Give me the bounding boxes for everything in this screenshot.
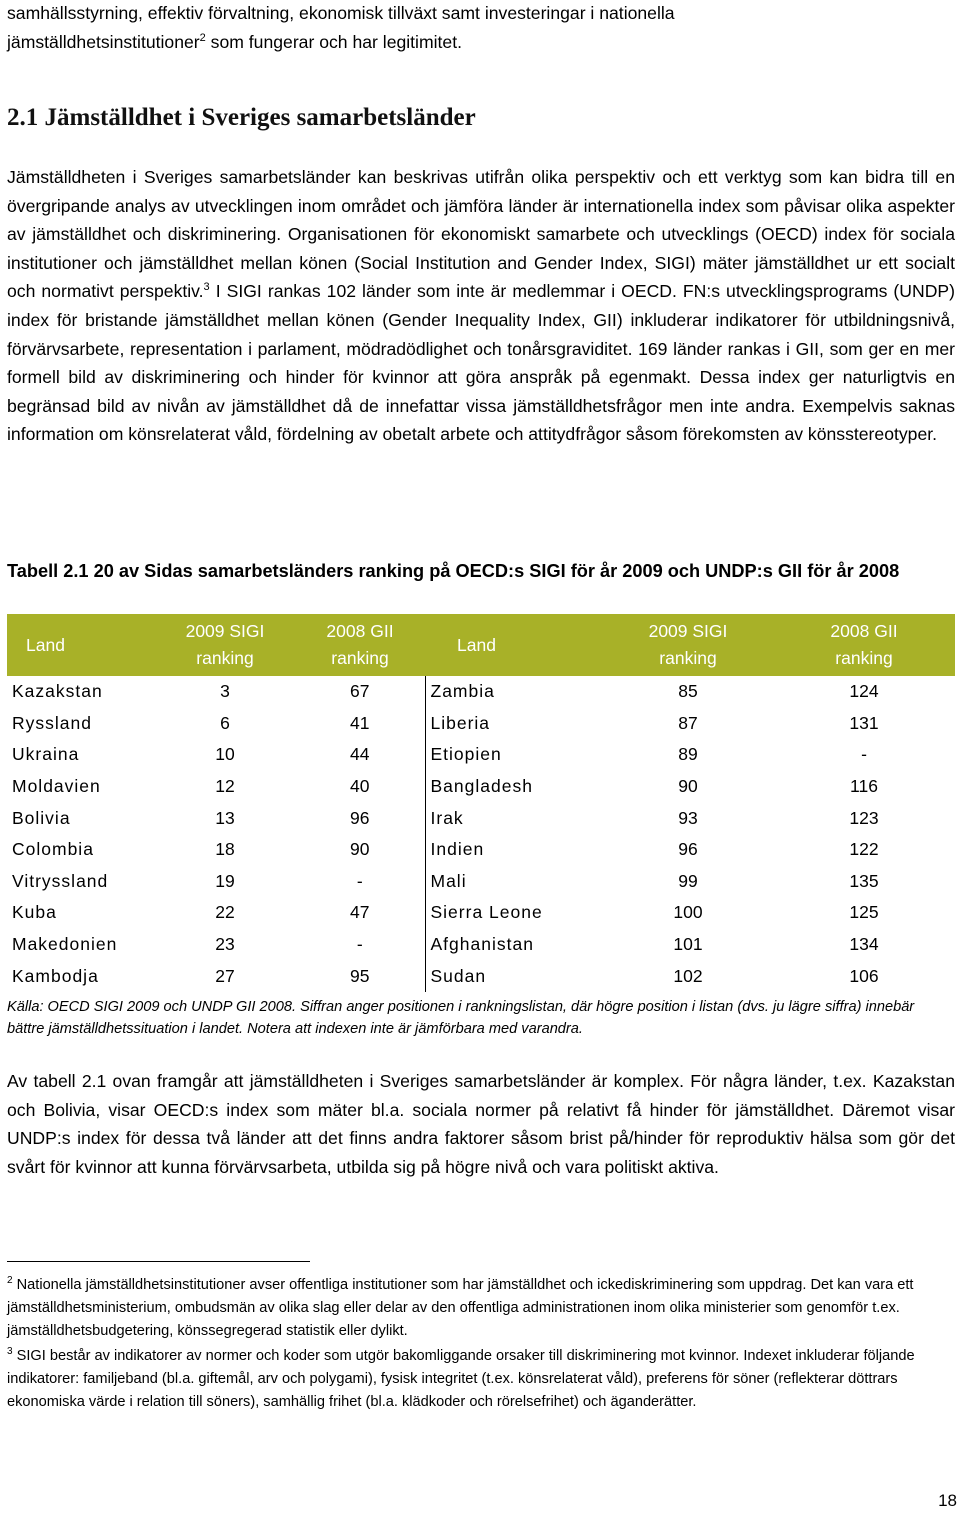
gii-left-cell: 47	[350, 902, 370, 923]
sigi-right-cell: 101	[673, 934, 703, 955]
sigi-left-cell: 3	[220, 681, 230, 702]
table-row: Ryssland 6 41 Liberia 87 131	[7, 707, 955, 740]
header-sigi-right: 2009 SIGI ranking	[603, 614, 773, 676]
body-paragraph-2: Av tabell 2.1 ovan framgår att jämställd…	[7, 1071, 955, 1177]
footnote-3: 3 SIGI består av indikatorer av normer o…	[7, 1346, 915, 1411]
sigi-left-cell: 23	[215, 934, 235, 955]
gii-right-cell: 124	[849, 681, 879, 702]
sigi-right-cell: 90	[678, 776, 698, 797]
gii-left-cell: -	[356, 870, 363, 891]
sigi-left-cell: 22	[215, 902, 235, 923]
gii-right-cell: 135	[849, 870, 879, 891]
sigi-left-cell: 18	[215, 839, 235, 860]
gii-right-cell: 116	[850, 776, 878, 797]
gii-right-cell: 134	[849, 934, 879, 955]
header-land-right: Land	[425, 614, 603, 676]
gii-left-cell: 90	[350, 839, 370, 860]
country-left-cell: Kuba	[12, 902, 57, 923]
gii-right-cell: 106	[849, 965, 879, 986]
country-left-cell: Ukraina	[12, 744, 80, 765]
sigi-right-cell: 99	[678, 870, 698, 891]
footnote-ref-3[interactable]: 3	[203, 281, 210, 294]
country-left-cell: Colombia	[12, 839, 94, 860]
page-number: 18	[938, 1491, 957, 1510]
sigi-right-cell: 85	[678, 681, 698, 702]
header-land-left: Land	[7, 614, 155, 676]
table-row: Kuba 22 47 Sierra Leone 100 125	[7, 897, 955, 929]
sigi-right-cell: 87	[678, 712, 698, 733]
sigi-left-cell: 10	[215, 744, 235, 765]
gii-right-cell: 122	[849, 839, 879, 860]
table-header-row: Land 2009 SIGI ranking 2008 GII ranking La…	[7, 614, 955, 676]
gii-right-cell: 123	[849, 807, 879, 828]
body1-text-a: Jämställdheten i Sveriges samarbetslände…	[7, 167, 955, 302]
table-row: Kambodja 27 95 Sudan 102 106	[7, 960, 955, 992]
country-left-cell: Bolivia	[12, 807, 71, 828]
country-right-cell: Indien	[424, 833, 603, 866]
table-row: Bolivia 13 96 Irak 93 123	[7, 802, 955, 834]
country-left-cell: Moldavien	[12, 776, 101, 797]
footnote-ref-2[interactable]: 2	[199, 31, 206, 44]
section-heading: 2.1 Jämställdhet i Sveriges samarbetslän…	[7, 104, 476, 131]
gii-left-cell: 67	[350, 681, 370, 702]
table-row: Colombia 18 90 Indien 96 122	[7, 833, 955, 866]
country-right-cell: Etiopien	[424, 739, 603, 771]
intro-line2a: jämställdhetsinstitutioner	[7, 31, 200, 52]
body1-text-b: I SIGI rankas 102 länder som inte är med…	[7, 281, 955, 445]
table-row: Moldavien 12 40 Bangladesh 90 116	[7, 770, 955, 803]
sigi-left-cell: 6	[220, 712, 230, 733]
footnote-2: 2 Nationella jämställdhetsinstitutioner …	[7, 1275, 914, 1340]
gii-right-cell: 125	[849, 902, 879, 923]
sigi-right-cell: 102	[673, 965, 703, 986]
sigi-right-cell: 96	[678, 839, 698, 860]
country-right-cell: Liberia	[424, 707, 603, 740]
header-gii-right: 2008 GII ranking	[773, 614, 955, 676]
gii-right-cell: 131	[849, 712, 879, 733]
footnote-separator	[7, 1261, 310, 1262]
header-gii-left: 2008 GII ranking	[295, 614, 425, 676]
body-paragraph-1: Jämställdheten i Sveriges samarbetslände…	[7, 163, 955, 449]
country-right-cell: Afghanistan	[424, 928, 603, 961]
country-left-cell: Makedonien	[12, 934, 118, 955]
table-caption: Tabell 2.1 20 av Sidas samarbetsländers …	[7, 561, 900, 581]
country-right-cell: Irak	[424, 802, 603, 834]
gii-left-cell: 95	[350, 965, 370, 986]
table-row: Kazakstan 3 67 Zambia 85 124	[7, 676, 955, 708]
ranking-table: Land 2009 SIGI ranking 2008 GII ranking La…	[7, 614, 955, 992]
sigi-right-cell: 100	[673, 902, 703, 923]
country-right-cell: Bangladesh	[424, 770, 603, 803]
header-sigi-left: 2009 SIGI ranking	[155, 614, 295, 676]
gii-left-cell: 40	[350, 776, 370, 797]
sigi-left-cell: 19	[215, 870, 235, 891]
country-right-cell: Sudan	[424, 960, 603, 992]
intro-line2b: som fungerar och har legitimitet.	[205, 31, 462, 52]
sigi-right-cell: 93	[678, 807, 698, 828]
intro-paragraph: samhällsstyrning, effektiv förvaltning, …	[7, 0, 955, 56]
country-left-cell: Kambodja	[12, 965, 99, 986]
table-source-note: Källa: OECD SIGI 2009 och UNDP GII 2008.…	[7, 999, 915, 1037]
country-left-cell: Kazakstan	[12, 681, 103, 702]
gii-left-cell: 44	[350, 744, 370, 765]
sigi-left-cell: 13	[215, 807, 235, 828]
gii-left-cell: -	[356, 934, 363, 955]
country-right-cell: Sierra Leone	[424, 897, 603, 929]
country-left-cell: Vitryssland	[12, 870, 109, 891]
sigi-right-cell: 89	[678, 744, 698, 765]
table-row: Makedonien 23 - Afghanistan 101 134	[7, 928, 955, 961]
table-row: Vitryssland 19 - Mali 99 135	[7, 865, 955, 898]
table-row: Ukraina 10 44 Etiopien 89 -	[7, 739, 955, 771]
gii-right-cell: -	[861, 744, 867, 765]
country-left-cell: Ryssland	[12, 712, 92, 733]
sigi-left-cell: 27	[215, 965, 235, 986]
sigi-left-cell: 12	[215, 776, 235, 797]
gii-left-cell: 96	[350, 807, 370, 828]
country-right-cell: Zambia	[424, 676, 603, 708]
gii-left-cell: 41	[350, 712, 370, 733]
intro-line1: samhällsstyrning, effektiv förvaltning, …	[7, 3, 675, 23]
country-right-cell: Mali	[424, 865, 603, 898]
